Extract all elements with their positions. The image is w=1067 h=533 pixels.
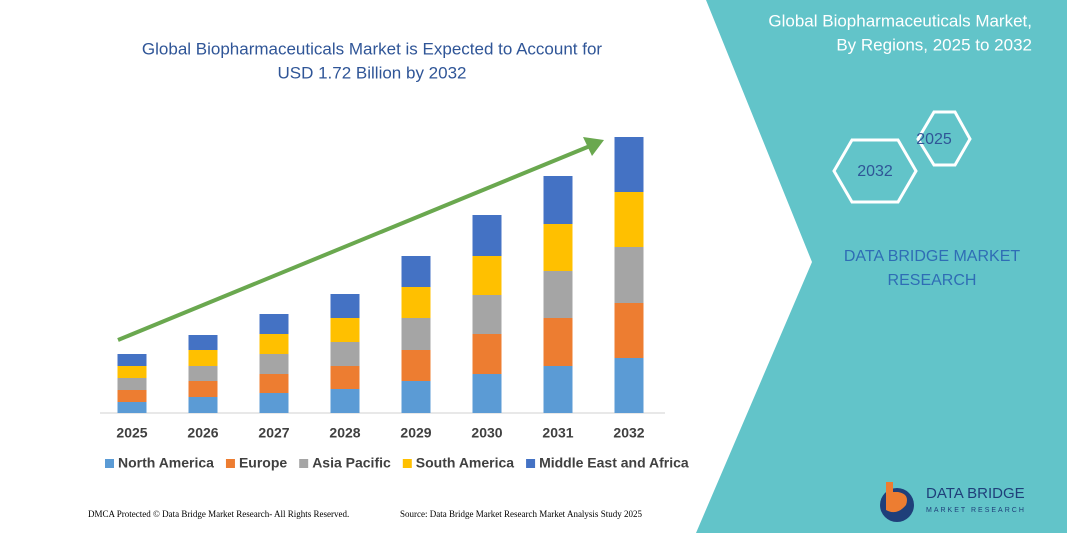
legend-swatch <box>105 459 114 468</box>
hex-label: 2032 <box>857 163 893 180</box>
bar-segment <box>330 389 360 413</box>
bar-segment <box>259 374 289 393</box>
bar-segment <box>401 318 431 350</box>
logo-mark <box>886 482 907 513</box>
bar-segment <box>472 215 502 256</box>
legend-label: Asia Pacific <box>312 455 391 471</box>
bar-segment <box>259 334 289 354</box>
bar-segment <box>401 350 431 381</box>
panel-title: Global Biopharmaceuticals Market, <box>768 11 1032 30</box>
bar-segment <box>188 366 218 381</box>
bar-segment <box>543 224 573 271</box>
chart-subtitle: USD 1.72 Billion by 2032 <box>277 63 466 82</box>
logo-tagline: MARKET RESEARCH <box>926 507 1026 514</box>
legend-swatch <box>526 459 536 468</box>
bar-segment <box>117 390 147 402</box>
bar-segment <box>472 334 502 374</box>
bar-segment <box>117 366 147 378</box>
bar-segment <box>188 397 218 413</box>
bar-segment <box>259 393 289 413</box>
plot: 2025 2026 2027 2028 2029 2030 2031 2032 North Am… <box>105 137 689 471</box>
brand-text: DATA BRIDGE MARKET <box>844 248 1021 265</box>
legend-swatch <box>225 459 235 468</box>
bar-segment <box>330 294 360 318</box>
bar-segment <box>401 287 431 318</box>
legend-swatch <box>402 459 412 468</box>
bar-segment <box>472 295 502 334</box>
bar-segment <box>188 381 218 397</box>
bar-segment <box>614 137 644 192</box>
side-panel <box>696 0 1067 533</box>
legend-label: North America <box>118 455 214 471</box>
legend-label: Middle East and Africa <box>539 455 689 471</box>
x-tick-label: 2029 <box>400 425 431 441</box>
brand-text: RESEARCH <box>888 272 977 289</box>
hexagon <box>916 110 972 167</box>
hexagon <box>832 138 918 204</box>
x-tick-label: 2032 <box>613 425 644 441</box>
bar-segment <box>472 256 502 295</box>
bar-segment <box>543 176 573 224</box>
bar-segment <box>259 314 289 334</box>
hex-label: 2025 <box>916 131 952 148</box>
x-tick-label: 2031 <box>542 425 573 441</box>
arrow-head <box>583 137 604 156</box>
panel-title: By Regions, 2025 to 2032 <box>836 35 1032 54</box>
x-tick-label: 2027 <box>258 425 289 441</box>
bar-segment <box>401 381 431 413</box>
bar-segment <box>543 318 573 366</box>
bar-segment <box>117 354 147 366</box>
bar-segment <box>259 354 289 374</box>
legend-label: South America <box>416 455 514 471</box>
chart-title: Global Biopharmaceuticals Market is Expe… <box>142 39 603 58</box>
bar-segment <box>188 350 218 366</box>
bar-segment <box>614 247 644 303</box>
bar-segment <box>117 378 147 390</box>
bar-segment <box>188 335 218 350</box>
x-tick-label: 2025 <box>116 425 147 441</box>
bar-segment <box>117 402 147 413</box>
legend-label: Europe <box>239 455 287 471</box>
bar-segment <box>614 192 644 247</box>
bar-segment <box>330 318 360 342</box>
footer-left: DMCA Protected © Data Bridge Market Rese… <box>88 509 349 519</box>
bar-segment <box>614 303 644 358</box>
bar-segment <box>543 366 573 413</box>
bar-segment <box>472 374 502 413</box>
footer-right: Source: Data Bridge Market Research Mark… <box>400 509 642 519</box>
bar-segment <box>543 271 573 318</box>
x-tick-label: 2030 <box>471 425 502 441</box>
bar-segment <box>330 342 360 366</box>
trend-arrow <box>117 144 591 342</box>
bar-segment <box>614 358 644 413</box>
x-tick-label: 2026 <box>187 425 218 441</box>
bar-segment <box>330 366 360 389</box>
logo-name: DATA BRIDGE <box>926 485 1025 502</box>
bar-segment <box>401 256 431 287</box>
x-tick-label: 2028 <box>329 425 360 441</box>
legend-swatch <box>299 459 309 468</box>
